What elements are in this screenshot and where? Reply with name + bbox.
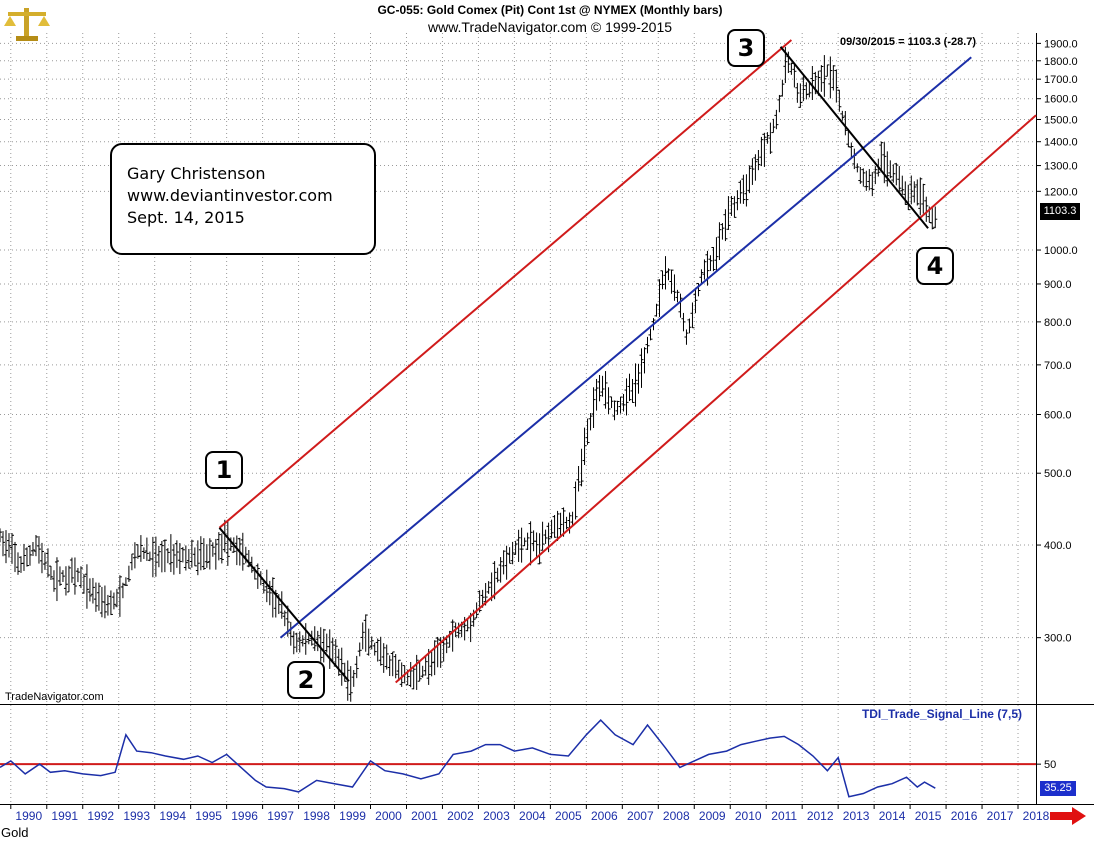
marker-2: 2 [287,661,325,699]
x-tick-label: 2000 [375,809,402,823]
x-tick-label: 2011 [771,809,797,823]
x-tick-label: 2015 [915,809,942,823]
chart-title: GC-055: Gold Comex (Pit) Cont 1st @ NYME… [377,3,723,17]
indicator-lines: 50 [0,719,1056,798]
gold-scale-logo-icon [4,8,50,41]
x-tick-label: 2006 [591,809,618,823]
x-tick-label: 2014 [879,809,906,823]
red-arrow-right-icon[interactable] [1050,807,1086,825]
y-tick-label: 600.0 [1044,410,1072,422]
x-tick-label: 1991 [51,809,78,823]
x-tick-label: 2018 [1023,809,1050,823]
trend-line-4 [779,46,929,229]
x-tick-label: 2001 [411,809,438,823]
price-axis-labels: 1900.0 1800.0 1700.0 1600.0 1500.0 1400.0 1300… [1036,38,1078,645]
x-tick-label: 1992 [87,809,114,823]
x-tick-label: 2009 [699,809,726,823]
chart-subtitle: www.TradeNavigator.com © 1999-2015 [427,19,673,35]
trend-line-0 [218,39,793,529]
y-tick-label: 1400.0 [1044,137,1078,149]
indicator-last-value: 35.25 [1040,781,1076,796]
y-tick-label: 1000.0 [1044,245,1078,257]
date-axis-band [0,805,1094,825]
date-axis-labels: 1990 1991 1992 1993 1994 1995 1996 1997 1998 1999… [10,804,1050,823]
x-tick-label: 2004 [519,809,546,823]
author-note-box: Gary Christenson www.deviantinvestor.com… [110,143,376,255]
author-name: Gary Christenson [127,164,266,183]
trend-line-1 [395,114,1037,684]
x-tick-label: 1999 [339,809,366,823]
x-tick-label: 1990 [15,809,42,823]
note-date: Sept. 14, 2015 [127,208,245,227]
x-tick-label: 1994 [159,809,186,823]
y-tick-label: 400.0 [1044,540,1072,552]
x-tick-label: 2010 [735,809,762,823]
x-tick-label: 2017 [987,809,1014,823]
last-price-readout: 09/30/2015 = 1103.3 (-28.7) [840,36,977,48]
y-tick-label: 500.0 [1044,468,1072,480]
x-tick-label: 2005 [555,809,582,823]
x-tick-label: 1995 [195,809,222,823]
trend-lines [218,39,1037,684]
trend-line-2 [279,56,972,639]
y-tick-label: 1200.0 [1044,186,1078,198]
marker-1: 1 [205,451,243,489]
y-tick-label: 1600.0 [1044,94,1078,106]
y-tick-label: 1300.0 [1044,161,1078,173]
y-tick-label: 1900.0 [1044,38,1078,50]
last-price-label: 1103.3 [1040,203,1080,220]
watermark-text: TradeNavigator.com [5,691,104,703]
y-tick-label: 300.0 [1044,633,1072,645]
indicator-title: TDI_Trade_Signal_Line (7,5) [861,707,1022,721]
marker-4: 4 [916,247,954,285]
marker-3: 3 [727,29,765,67]
trend-line-3 [218,527,350,682]
indicator-tick-label: 50 [1044,759,1056,771]
x-tick-label: 1993 [123,809,150,823]
x-tick-label: 1998 [303,809,330,823]
y-tick-label: 700.0 [1044,360,1072,372]
author-website: www.deviantinvestor.com [127,186,333,205]
y-tick-label: 800.0 [1044,317,1072,329]
x-tick-label: 2016 [951,809,978,823]
x-tick-label: 2002 [447,809,474,823]
x-tick-label: 2008 [663,809,690,823]
symbol-footer-label: Gold [1,825,29,840]
indicator-panel [0,706,1036,804]
x-tick-label: 1996 [231,809,258,823]
y-tick-label: 1700.0 [1044,74,1078,86]
indicator-signal-line [0,719,936,798]
y-tick-label: 1500.0 [1044,114,1078,126]
x-tick-label: 2012 [807,809,834,823]
y-tick-label: 1800.0 [1044,56,1078,68]
x-tick-label: 2013 [843,809,870,823]
x-tick-label: 1997 [267,809,294,823]
y-tick-label: 900.0 [1044,279,1072,291]
x-tick-label: 2003 [483,809,510,823]
x-tick-label: 2007 [627,809,654,823]
